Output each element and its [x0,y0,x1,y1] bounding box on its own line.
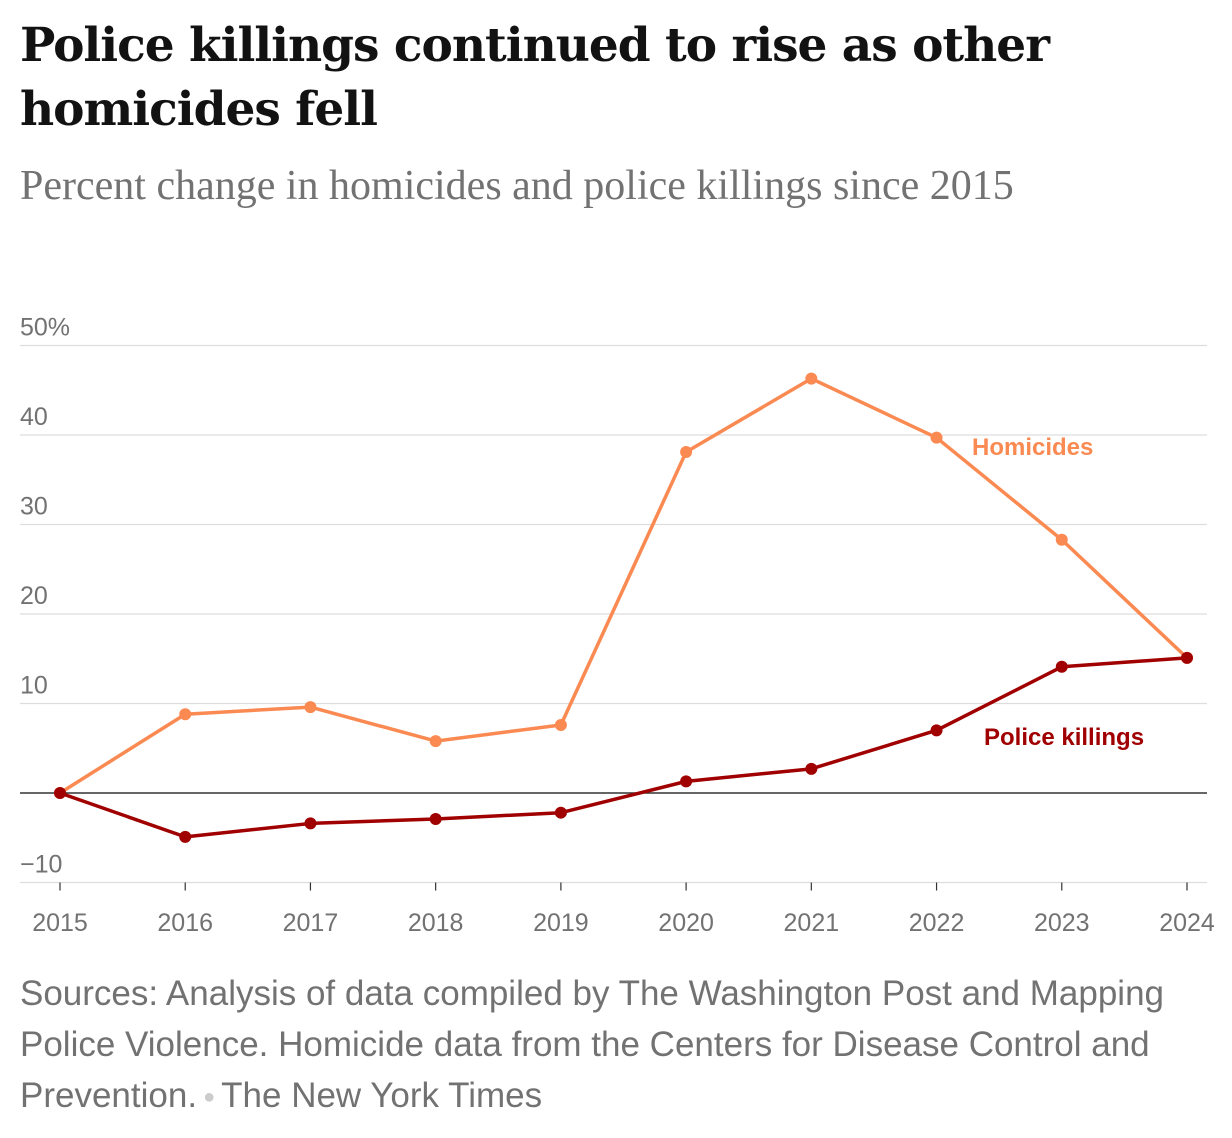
y-tick-label: 10 [20,672,48,700]
data-point [304,701,317,714]
y-tick-label: 20 [20,582,48,610]
x-tick-label: 2024 [1159,909,1215,937]
x-tick-label: 2017 [283,909,339,937]
y-tick-label: −10 [20,851,62,879]
sources-note: Sources: Analysis of data compiled by Th… [20,974,1164,1115]
data-point [429,812,442,825]
x-tick-label: 2016 [157,909,213,937]
x-tick-label: 2018 [408,909,464,937]
y-tick-label: 50% [20,314,70,342]
data-point [1055,533,1068,546]
line-chart: 50% 40 30 20 10 −10 2015 2016 2017 2018 2019 2020 20… [20,314,1215,937]
series-label-police-killings: Police killings [984,724,1144,751]
data-point [179,830,192,843]
data-point [304,817,317,830]
series-label-homicides: Homicides [972,434,1093,461]
data-point [54,787,66,799]
chart-subtitle: Percent change in homicides and police k… [20,163,1014,209]
data-point [1181,651,1193,664]
data-point [680,775,693,788]
x-tick-label: 2019 [533,909,589,937]
data-point [930,431,943,444]
data-point [1055,660,1068,673]
credit: The New York Times [221,1076,543,1115]
data-point [554,806,567,819]
data-point [429,735,442,748]
x-tick-label: 2020 [658,909,714,937]
data-point [680,446,693,459]
y-tick-label: 30 [20,493,48,521]
separator-dot: ● [203,1086,216,1109]
data-point [805,372,818,385]
x-tick-label: 2023 [1034,909,1090,937]
series-line-police-killings [59,656,1188,839]
data-point [179,708,192,721]
chart-title: Police killings continued to rise as oth… [20,18,1050,137]
x-tick-label: 2022 [909,909,965,937]
x-tick-label: 2015 [32,909,88,937]
y-tick-label: 40 [20,403,48,431]
footer: Sources: Analysis of data compiled by Th… [20,968,1220,1123]
series-line-homicides [59,376,1189,795]
data-point [554,718,567,731]
x-tick-label: 2021 [784,909,840,937]
data-point [930,724,943,737]
data-point [805,762,818,775]
